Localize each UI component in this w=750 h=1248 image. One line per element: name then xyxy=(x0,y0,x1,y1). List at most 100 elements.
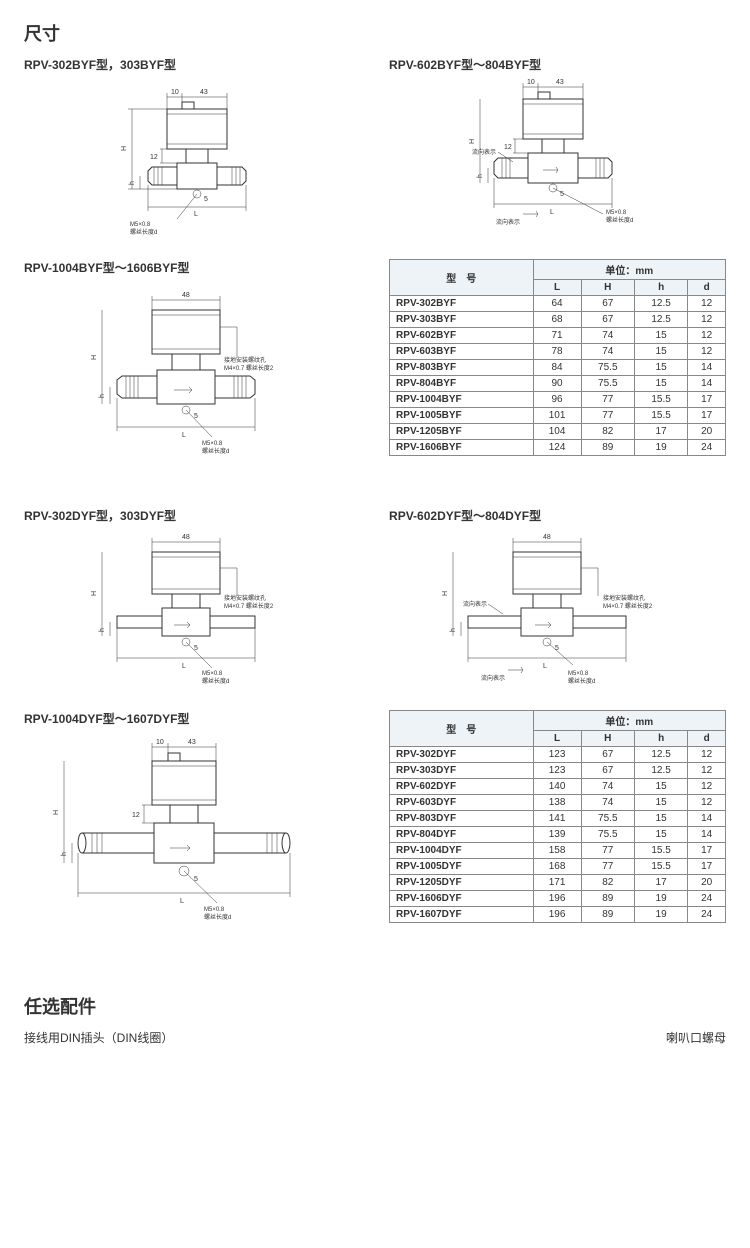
cell-H: 89 xyxy=(581,907,634,923)
cell-L: 196 xyxy=(533,891,581,907)
cell-model: RPV-1005BYF xyxy=(390,408,533,424)
cell-L: 101 xyxy=(533,408,581,424)
accessories-section: 任选配件 接线用DIN插头（DIN线圈） 喇叭口螺母 xyxy=(24,993,726,1046)
label-g6: RPV-1004DYF型～1607DYF型 xyxy=(24,710,361,727)
svg-text:48: 48 xyxy=(182,534,190,541)
cell-h: 15 xyxy=(634,779,687,795)
cell-d: 12 xyxy=(688,747,726,763)
diagram-g4: 48 H h 接地安装螺纹孔 M4×0.7 螺丝长度2 L 5 M5×0.8 螺… xyxy=(24,530,361,700)
cell-H: 75.5 xyxy=(581,811,634,827)
cell-h: 15 xyxy=(634,827,687,843)
svg-text:H: H xyxy=(91,355,98,360)
label-g4: RPV-302DYF型，303DYF型 xyxy=(24,507,361,524)
svg-text:H: H xyxy=(469,139,476,144)
cell-L: 139 xyxy=(533,827,581,843)
cell-model: RPV-1607DYF xyxy=(390,907,533,923)
svg-text:接地安装螺纹孔: 接地安装螺纹孔 xyxy=(224,594,266,602)
tbody-byf: RPV-302BYF646712.512RPV-303BYF686712.512… xyxy=(390,296,726,456)
svg-text:h: h xyxy=(61,852,68,856)
svg-text:M4×0.7 螺丝长度2: M4×0.7 螺丝长度2 xyxy=(603,602,653,610)
svg-text:h: h xyxy=(477,174,484,178)
svg-text:43: 43 xyxy=(200,89,208,96)
label-g3: RPV-1004BYF型～1606BYF型 xyxy=(24,259,361,276)
table-row: RPV-1606DYF196891924 xyxy=(390,891,726,907)
cell-model: RPV-1606BYF xyxy=(390,440,533,456)
diagram-g3: 48 H h 接地安装螺纹孔 M4×0.7 螺丝长度2 L 5 M5×0.8 螺… xyxy=(24,282,361,492)
cell-L: 90 xyxy=(533,376,581,392)
cell-H: 77 xyxy=(581,843,634,859)
cell-model: RPV-803DYF xyxy=(390,811,533,827)
cell-d: 24 xyxy=(688,440,726,456)
th-h: h xyxy=(634,280,687,296)
cell-d: 14 xyxy=(688,360,726,376)
svg-text:12: 12 xyxy=(150,154,158,161)
cell-H: 67 xyxy=(581,747,634,763)
cell-h: 12.5 xyxy=(634,763,687,779)
table-row: RPV-602BYF71741512 xyxy=(390,328,726,344)
cell-L: 104 xyxy=(533,424,581,440)
svg-text:接地安装螺纹孔: 接地安装螺纹孔 xyxy=(224,356,266,364)
cell-h: 17 xyxy=(634,875,687,891)
cell-model: RPV-1205BYF xyxy=(390,424,533,440)
th-H: H xyxy=(581,280,634,296)
cell-h: 15 xyxy=(634,360,687,376)
table-row: RPV-303DYF1236712.512 xyxy=(390,763,726,779)
cell-H: 67 xyxy=(581,763,634,779)
cell-H: 75.5 xyxy=(581,827,634,843)
th2-H: H xyxy=(581,731,634,747)
table-row: RPV-804BYF9075.51514 xyxy=(390,376,726,392)
cell-d: 24 xyxy=(688,891,726,907)
th2-d: d xyxy=(688,731,726,747)
svg-text:螺丝长度d: 螺丝长度d xyxy=(568,677,595,685)
cell-d: 12 xyxy=(688,344,726,360)
cell-h: 12.5 xyxy=(634,296,687,312)
cell-model: RPV-804DYF xyxy=(390,827,533,843)
cell-h: 15 xyxy=(634,344,687,360)
svg-text:43: 43 xyxy=(188,739,196,746)
cell-L: 196 xyxy=(533,907,581,923)
svg-text:12: 12 xyxy=(504,144,512,151)
cell-model: RPV-804BYF xyxy=(390,376,533,392)
spec-table-byf: 型 号 单位：mm L H h d RPV-302BYF646712.512RP… xyxy=(389,259,726,456)
svg-text:流向表示: 流向表示 xyxy=(472,148,496,156)
cell-h: 15 xyxy=(634,328,687,344)
diagram-g6: 10 43 H h 12 L 5 M5×0.8 螺丝长度d xyxy=(24,733,361,973)
cell-model: RPV-603BYF xyxy=(390,344,533,360)
diagram-g2: 10 43 H h 12 流向表示 L 5 流向表示 M5×0.8 xyxy=(389,79,726,249)
cell-model: RPV-1004DYF xyxy=(390,843,533,859)
cell-model: RPV-1005DYF xyxy=(390,859,533,875)
svg-text:流向表示: 流向表示 xyxy=(496,218,520,226)
col-g5: RPV-602DYF型～804DYF型 48 H h 流向表 xyxy=(389,507,726,700)
cell-d: 12 xyxy=(688,779,726,795)
th-L: L xyxy=(533,280,581,296)
cell-L: 68 xyxy=(533,312,581,328)
svg-text:接地安装螺纹孔: 接地安装螺纹孔 xyxy=(603,594,645,602)
col-g4: RPV-302DYF型，303DYF型 48 H h 接地安装螺纹孔 xyxy=(24,507,361,700)
cell-d: 12 xyxy=(688,795,726,811)
svg-text:10: 10 xyxy=(156,739,164,746)
page-title: 尺寸 xyxy=(24,20,726,46)
cell-L: 140 xyxy=(533,779,581,795)
cell-H: 74 xyxy=(581,344,634,360)
accessories-title: 任选配件 xyxy=(24,993,726,1019)
cell-L: 123 xyxy=(533,763,581,779)
cell-L: 96 xyxy=(533,392,581,408)
cell-d: 17 xyxy=(688,859,726,875)
cell-L: 171 xyxy=(533,875,581,891)
svg-text:48: 48 xyxy=(543,534,551,541)
svg-text:螺丝长度d: 螺丝长度d xyxy=(606,216,633,224)
table-row: RPV-1004BYF967715.517 xyxy=(390,392,726,408)
svg-text:L: L xyxy=(180,898,184,905)
table-row: RPV-803DYF14175.51514 xyxy=(390,811,726,827)
cell-H: 67 xyxy=(581,312,634,328)
cell-h: 12.5 xyxy=(634,312,687,328)
svg-text:M5×0.8: M5×0.8 xyxy=(568,671,589,677)
cell-d: 24 xyxy=(688,907,726,923)
svg-text:L: L xyxy=(182,432,186,439)
cell-model: RPV-602DYF xyxy=(390,779,533,795)
th-model2: 型 号 xyxy=(390,711,533,747)
cell-model: RPV-1606DYF xyxy=(390,891,533,907)
cell-model: RPV-1004BYF xyxy=(390,392,533,408)
table-row: RPV-1005DYF1687715.517 xyxy=(390,859,726,875)
cell-H: 77 xyxy=(581,392,634,408)
